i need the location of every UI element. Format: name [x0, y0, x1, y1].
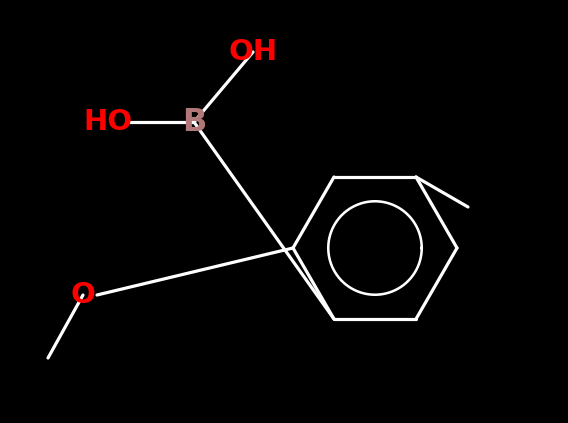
Text: HO: HO	[83, 108, 132, 136]
Text: O: O	[70, 281, 95, 309]
Text: OH: OH	[228, 38, 278, 66]
Text: B: B	[182, 107, 206, 137]
